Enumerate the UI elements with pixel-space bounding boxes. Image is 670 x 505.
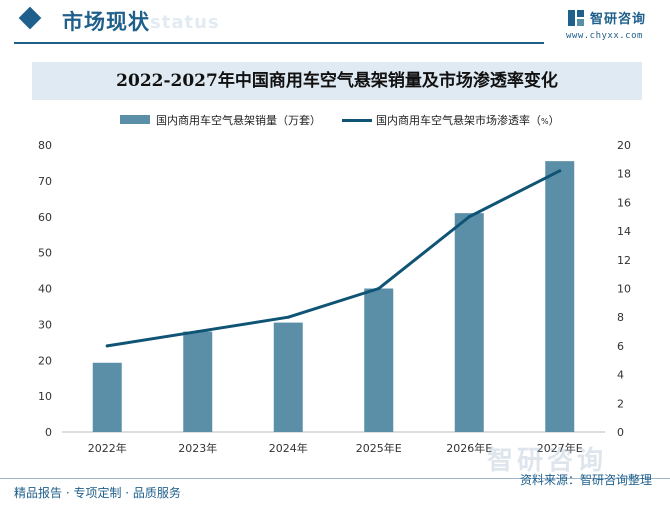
legend-label-penetration: 国内商用车空气悬架市场渗透率（%）	[376, 112, 560, 128]
x-tick-label: 2026年E	[446, 441, 492, 455]
y-right-tick-label: 16	[617, 196, 631, 209]
brand-name: 智研咨询	[590, 12, 647, 27]
y-right-tick-label: 6	[617, 340, 624, 353]
y-right-tick-label: 2	[617, 397, 624, 410]
y-left-tick-label: 10	[38, 390, 52, 403]
y-right-tick-label: 0	[617, 426, 624, 439]
x-tick-label: 2022年	[88, 441, 127, 455]
legend-label-penetration-close: ）	[548, 114, 560, 127]
footer-divider	[0, 478, 670, 479]
header: status 市场现状 智研咨询 www.chyxx.com	[0, 0, 670, 46]
legend-line-swatch	[342, 119, 372, 122]
bar	[364, 288, 394, 432]
y-left-tick-label: 30	[38, 318, 52, 331]
y-right-tick-label: 4	[617, 369, 624, 382]
line-point	[105, 344, 109, 348]
y-left-tick-label: 0	[45, 426, 52, 439]
legend-label-penetration-text: 国内商用车空气悬架市场渗透率（	[376, 114, 541, 127]
footer-source: 资料来源：智研咨询整理	[519, 473, 652, 487]
y-right-tick-label: 10	[617, 283, 631, 296]
footer-slogan: 精品报告 · 专项定制 · 品质服务	[14, 486, 181, 500]
line-point	[558, 169, 562, 173]
x-tick-label: 2023年	[178, 441, 217, 455]
section-title: 市场现状	[62, 10, 150, 34]
y-left-tick-label: 50	[38, 247, 52, 260]
y-right-tick-label: 12	[617, 254, 631, 267]
legend-label-penetration-unit: %	[541, 117, 549, 126]
title-band	[32, 62, 642, 100]
line-point	[377, 287, 381, 290]
y-right-tick-label: 8	[617, 311, 624, 324]
watermark-logo: 智研咨询	[487, 446, 608, 476]
line-point	[286, 315, 290, 319]
legend: 国内商用车空气悬架销量（万套） 国内商用车空气悬架市场渗透率（%）	[0, 110, 670, 130]
brand-logo-icon	[568, 10, 584, 26]
bar	[273, 322, 303, 432]
y-left-tick-label: 60	[38, 211, 52, 224]
line-point	[196, 330, 200, 334]
x-tick-label: 2027年E	[537, 441, 583, 455]
chart-title: 2022-2027年中国商用车空气悬架销量及市场渗透率变化	[116, 71, 558, 91]
section-ghost-text: status	[150, 12, 220, 33]
y-left-tick-label: 40	[38, 283, 52, 296]
y-left-tick-label: 70	[38, 175, 52, 188]
y-right-tick-label: 18	[617, 168, 631, 181]
bar	[545, 161, 575, 433]
legend-label-sales: 国内商用车空气悬架销量（万套）	[156, 114, 321, 127]
header-underline	[14, 42, 544, 44]
bar	[183, 331, 213, 432]
y-left-tick-label: 20	[38, 354, 52, 367]
bar	[454, 213, 484, 432]
x-tick-label: 2025年E	[356, 441, 402, 455]
penetration-line	[105, 169, 562, 348]
y-left-tick-label: 80	[38, 139, 52, 152]
y-right-tick-label: 14	[617, 225, 631, 238]
line-point	[467, 215, 471, 219]
y-right-tick-label: 20	[617, 139, 631, 152]
bar	[92, 362, 122, 432]
legend-bar-swatch	[120, 115, 150, 124]
x-tick-label: 2024年	[269, 441, 308, 455]
brand-url: www.chyxx.com	[566, 31, 643, 41]
